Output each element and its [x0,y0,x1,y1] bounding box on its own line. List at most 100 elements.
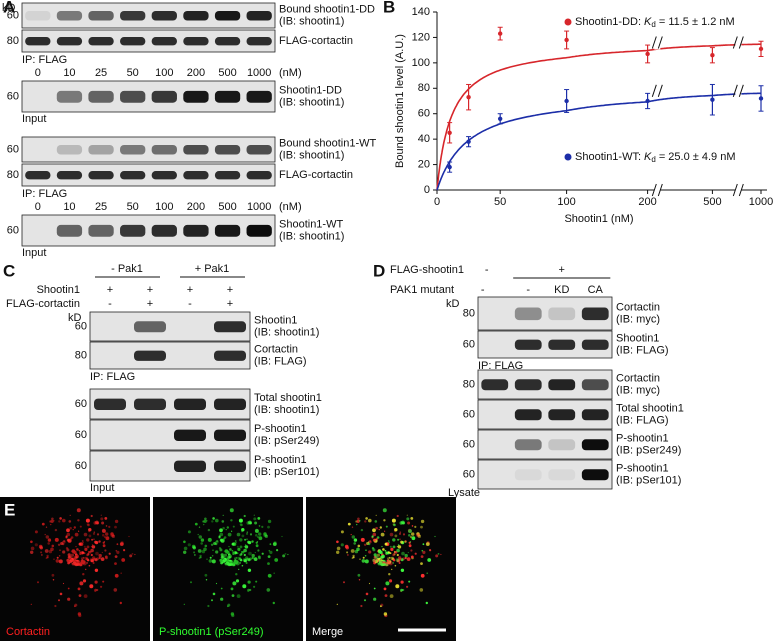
fluorescence [30,540,33,544]
band [134,350,166,361]
fluorescence [410,517,414,520]
mw-label: 80 [75,349,87,361]
ip-label: IP: FLAG [22,188,67,200]
fluorescence [390,547,394,552]
ip-label: IP: FLAG [478,360,523,372]
blot-label: Cortactin [616,301,660,313]
band [88,224,114,237]
band [183,11,209,21]
fluorescence [66,538,70,542]
band [134,398,166,410]
fluorescence [266,588,271,592]
fluorescence [421,549,424,552]
band [246,37,272,46]
fluorescence [376,553,380,557]
fluorescence [199,554,202,558]
kd-label: kD [446,298,460,310]
fluorescence [187,543,191,547]
k-subscript: d [651,155,655,164]
fluorescence [243,514,246,518]
fluorescence [273,572,276,574]
fluorescence [206,558,208,560]
fluorescence [417,534,421,539]
fluorescence [224,557,226,560]
fluorescence [79,581,84,586]
fluorescence [350,533,352,536]
fluorescence [429,549,432,552]
fluorescence [245,562,248,564]
band [94,398,126,410]
fluorescence [395,584,400,589]
fluorescence [236,545,239,548]
fluorescence [263,533,268,538]
fluorescence [360,537,365,542]
fluorescence [241,534,245,538]
fluorescence [249,533,253,536]
fluorescence [116,550,120,555]
fluorescence [110,533,115,538]
fluorescence [73,557,75,559]
fluorescence [276,549,279,552]
fluorescence [241,528,245,532]
fluorescence [360,604,363,608]
fluorescence [377,557,379,560]
y-tick-label: 40 [418,133,430,145]
fluorescence [399,532,401,535]
fluorescence [247,540,251,544]
band [548,409,576,421]
fluorescence [240,552,242,555]
band [514,379,542,391]
fluorescence [340,543,344,547]
k-subscript: d [651,20,655,29]
axis-break [654,35,661,50]
panel-label: E [4,500,15,519]
fluorescence [420,573,425,578]
fluorescence [100,514,102,516]
fluorescence [104,517,108,520]
y-tick-label: 20 [418,158,430,170]
fluorescence [244,538,247,541]
fluorescence [114,573,119,578]
fluorescence [374,520,378,523]
fluorescence [394,564,397,567]
fluorescence [232,525,235,528]
fluorescence [93,557,96,561]
band [120,224,146,237]
fluorescence [59,592,63,596]
fluorescence [92,556,96,560]
mw-label: 80 [7,35,19,47]
fluorescence [383,612,388,616]
fluorescence [248,551,252,556]
fluorescence [207,528,211,532]
fluorescence [94,540,98,544]
fluorescence [392,562,395,564]
band [183,90,209,103]
fluorescence [69,514,71,517]
concentration: 1000 [247,67,271,79]
fluorescence [364,555,367,557]
fluorescence [119,601,123,605]
fluorescence [183,540,186,544]
mw-label: 60 [75,460,87,472]
x-axis-label: Shootin1 (nM) [564,213,633,225]
fluorescence [86,538,90,542]
fluorescence [78,549,81,552]
break-mark [738,84,744,97]
ip-label: IP: FLAG [90,371,135,383]
concentration: 25 [95,201,107,213]
band [246,224,272,237]
blot-label: Bound shootin1-WT [279,137,376,149]
fluorescence [75,546,77,548]
blot-label: Shootin1-WT [279,218,343,230]
blot-label: (IB: shootin1) [254,326,319,338]
fluorescence [399,538,401,540]
fluorescence [435,554,439,558]
blot-label: Bound shootin1-DD [279,3,375,15]
fluorescence [103,541,106,543]
image-caption: Cortactin [6,626,50,638]
fluorescence [401,520,405,525]
fluorescence [406,557,411,561]
band [151,11,177,21]
x-tick-label: 200 [638,196,656,208]
fluorescence [67,587,70,590]
